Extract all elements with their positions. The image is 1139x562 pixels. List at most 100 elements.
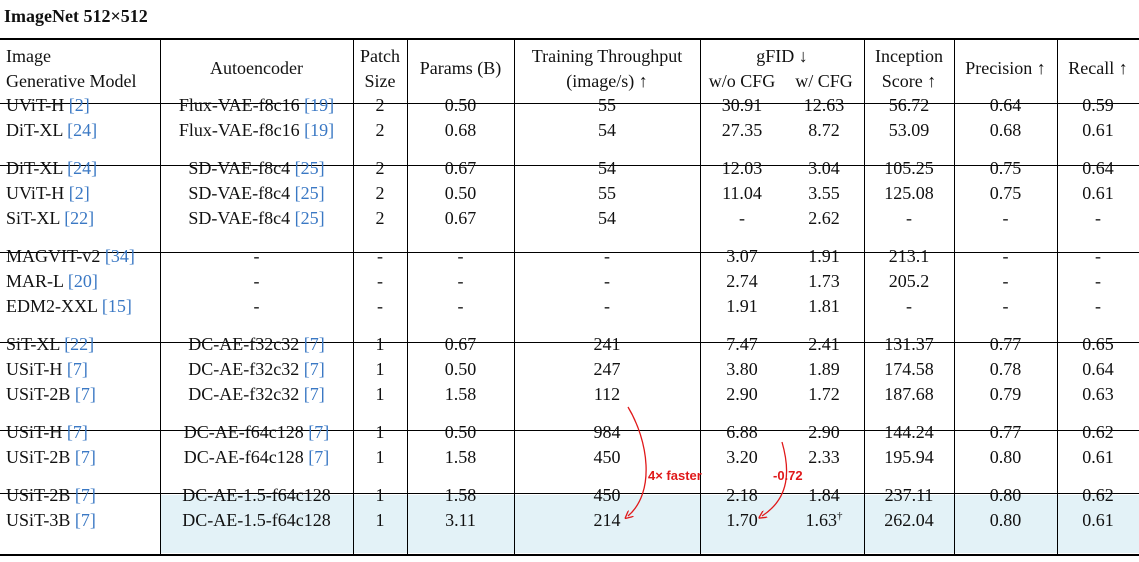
citation-link[interactable]: [7] xyxy=(308,447,330,467)
cell-gfid-w-cfg: 2.33 xyxy=(808,447,840,467)
table-row: USiT-3B [7] DC-AE-1.5-f64c128 1 3.11 214 1.70… xyxy=(0,508,1139,533)
cell-patch-size: 1 xyxy=(375,447,385,467)
table-row: UViT-H [2] SD-VAE-f8c4 [25] 2 0.50 55 11.04 3.… xyxy=(0,181,1139,206)
cell-patch-size: - xyxy=(377,271,383,291)
vline-6 xyxy=(864,40,865,554)
table-row: DiT-XL [24] Flux-VAE-f8c16 [19] 2 0.68 54 27.… xyxy=(0,118,1139,143)
citation-link[interactable]: [7] xyxy=(303,359,325,379)
table-row: MAGVIT-v2 [34] - - - - 3.07 1.91 213.1 - - xyxy=(0,244,1139,269)
cell-throughput: 984 xyxy=(593,422,621,442)
fid-delta-label: -0.72 xyxy=(773,468,803,483)
citation-link[interactable]: [24] xyxy=(67,158,98,178)
cell-params: 0.50 xyxy=(444,95,477,115)
cell-gfid-w-cfg: 8.72 xyxy=(808,120,840,140)
cell-autoencoder: Flux-VAE-f8c16 [19] xyxy=(178,95,335,115)
cell-throughput: 54 xyxy=(598,158,616,178)
citation-link[interactable]: [7] xyxy=(74,510,96,530)
cell-gfid-w-cfg: 1.89 xyxy=(808,359,840,379)
bottom-rule xyxy=(0,554,1139,556)
vline-1 xyxy=(160,40,161,554)
header-inception-line1: Inception xyxy=(875,45,943,66)
cell-throughput: 54 xyxy=(598,120,616,140)
group-gap xyxy=(0,470,1139,483)
citation-link[interactable]: [7] xyxy=(66,422,88,442)
cell-throughput: 450 xyxy=(593,447,621,467)
cell-inception-score: 262.04 xyxy=(884,510,934,530)
citation-link[interactable]: [2] xyxy=(68,183,90,203)
cell-params: 0.67 xyxy=(444,158,477,178)
cell-gfid-w-cfg: 1.63† xyxy=(805,510,843,530)
citation-link[interactable]: [25] xyxy=(294,183,325,203)
cell-autoencoder: DC-AE-f32c32 [7] xyxy=(188,359,325,379)
citation-link[interactable]: [7] xyxy=(74,485,96,505)
table-row: EDM2-XXL [15] - - - - 1.91 1.81 - - - xyxy=(0,294,1139,319)
cell-recall: - xyxy=(1095,271,1101,291)
cell-gfid-wo-cfg: 7.47 xyxy=(726,334,758,354)
citation-link[interactable]: [24] xyxy=(67,120,98,140)
cell-autoencoder: DC-AE-1.5-f64c128 xyxy=(182,485,331,505)
cell-gfid-w-cfg: 3.55 xyxy=(808,183,840,203)
cell-inception-score: 131.37 xyxy=(884,334,934,354)
citation-link[interactable]: [7] xyxy=(303,384,325,404)
header-throughput-line2: (image/s) ↑ xyxy=(566,70,648,91)
table-row: MAR-L [20] - - - - 2.74 1.73 205.2 - - xyxy=(0,269,1139,294)
cell-gfid-wo-cfg: 3.20 xyxy=(726,447,758,467)
citation-link[interactable]: [34] xyxy=(104,246,135,266)
highlight-band xyxy=(160,495,1139,553)
cell-autoencoder: Flux-VAE-f8c16 [19] xyxy=(178,120,335,140)
cell-gfid-wo-cfg: 2.18 xyxy=(726,485,758,505)
citation-link[interactable]: [7] xyxy=(74,384,96,404)
header-gfid-w-cfg: w/ CFG xyxy=(795,70,853,91)
cell-autoencoder: DC-AE-f64c128 [7] xyxy=(183,447,330,467)
cell-gfid-wo-cfg: 30.91 xyxy=(721,95,763,115)
citation-link[interactable]: [22] xyxy=(64,208,95,228)
cell-gfid-w-cfg: 1.84 xyxy=(808,485,840,505)
vline-5 xyxy=(700,40,701,554)
citation-link[interactable]: [25] xyxy=(294,158,325,178)
citation-link[interactable]: [22] xyxy=(64,334,95,354)
cell-throughput: 55 xyxy=(598,183,616,203)
citation-link[interactable]: [2] xyxy=(68,95,90,115)
citation-link[interactable]: [19] xyxy=(304,120,335,140)
cell-gfid-w-cfg: 1.81 xyxy=(808,296,840,316)
citation-link[interactable]: [7] xyxy=(66,359,88,379)
cell-model: UViT-H [2] xyxy=(6,183,90,203)
cell-params: 1.58 xyxy=(444,384,477,404)
citation-link[interactable]: [15] xyxy=(101,296,132,316)
cell-gfid-w-cfg: 2.90 xyxy=(808,422,840,442)
citation-link[interactable]: [25] xyxy=(294,208,325,228)
cell-params: 0.50 xyxy=(444,359,477,379)
cell-inception-score: 56.72 xyxy=(888,95,930,115)
citation-link[interactable]: [7] xyxy=(308,422,330,442)
cell-patch-size: 1 xyxy=(375,510,385,530)
cell-recall: 0.62 xyxy=(1082,422,1114,442)
header-gfid: gFID ↓ xyxy=(756,45,808,66)
cell-patch-size: 1 xyxy=(375,359,385,379)
citation-link[interactable]: [7] xyxy=(303,334,325,354)
citation-link[interactable]: [19] xyxy=(304,95,335,115)
cell-params: - xyxy=(457,296,464,316)
header-params: Params (B) xyxy=(419,58,502,78)
header-model-line1: Image xyxy=(6,45,51,66)
cell-throughput: - xyxy=(604,246,610,266)
vline-7 xyxy=(954,40,955,554)
cell-inception-score: - xyxy=(906,296,912,316)
cell-gfid-w-cfg: 2.41 xyxy=(808,334,840,354)
cell-precision: 0.80 xyxy=(989,510,1022,530)
citation-link[interactable]: [20] xyxy=(67,271,98,291)
cell-precision: - xyxy=(1002,271,1009,291)
table-row: USiT-2B [7] DC-AE-1.5-f64c128 1 1.58 450 2.18… xyxy=(0,483,1139,508)
cell-recall: - xyxy=(1095,246,1101,266)
cell-autoencoder: DC-AE-f32c32 [7] xyxy=(188,334,325,354)
cell-patch-size: 2 xyxy=(375,183,385,203)
citation-link[interactable]: [7] xyxy=(74,447,96,467)
cell-params: - xyxy=(457,271,464,291)
cell-gfid-w-cfg: 12.63 xyxy=(803,95,845,115)
vline-4 xyxy=(514,40,515,554)
header-inception-line2: Score ↑ xyxy=(881,70,937,91)
cell-inception-score: 237.11 xyxy=(884,485,934,505)
cell-inception-score: 213.1 xyxy=(888,246,930,266)
header-autoencoder: Autoencoder xyxy=(210,58,303,78)
cell-gfid-wo-cfg: 2.90 xyxy=(726,384,758,404)
header-patch-line1: Patch xyxy=(360,45,400,66)
